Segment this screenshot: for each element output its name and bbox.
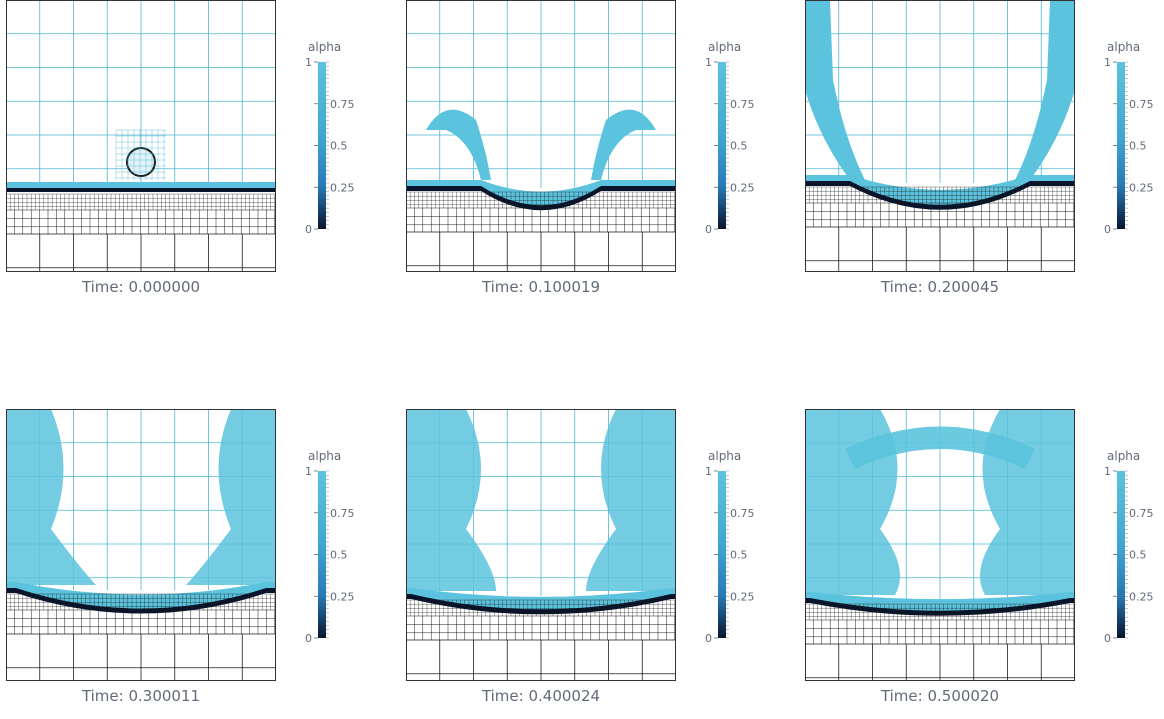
simulation-view bbox=[805, 0, 1075, 272]
colorbar-gradient bbox=[1117, 62, 1125, 229]
colorbar-tick-label: 0.75 bbox=[330, 98, 355, 111]
interface-band bbox=[6, 188, 276, 192]
colorbar-tick-label: 1 bbox=[1104, 467, 1111, 478]
simulation-view bbox=[6, 409, 276, 681]
colorbar-tick-label: 0.5 bbox=[730, 140, 748, 153]
colorbar-gradient bbox=[718, 471, 726, 638]
colorbar-title: alpha bbox=[708, 449, 741, 463]
time-label: Time: 0.500020 bbox=[805, 687, 1075, 705]
panel-3: Time: 0.300011 alpha 1 0.75 0.5 0.25 0 bbox=[0, 409, 360, 719]
colorbar-tick-label: 0 bbox=[1104, 632, 1111, 645]
panel-0: Time: 0.000000 alpha 1 0.75 0.5 0.25 0 bbox=[0, 0, 360, 310]
simulation-view bbox=[6, 0, 276, 272]
colorbar-tick-label: 0.5 bbox=[330, 140, 348, 153]
time-label: Time: 0.400024 bbox=[406, 687, 676, 705]
panel-2: Time: 0.200045 alpha 1 0.75 0.5 0.25 0 bbox=[799, 0, 1159, 310]
colorbar-tick-label: 0.75 bbox=[330, 507, 355, 520]
simulation-view bbox=[805, 409, 1075, 681]
colorbar-tick-label: 0 bbox=[705, 632, 712, 645]
colorbar-tick-label: 0.25 bbox=[730, 181, 755, 194]
colorbar-gradient bbox=[318, 62, 326, 229]
colorbar-title: alpha bbox=[1107, 449, 1140, 463]
colorbar: alpha 1 0.75 0.5 0.25 0 bbox=[1095, 449, 1155, 649]
panel-5: Time: 0.500020 alpha 1 0.75 0.5 0.25 0 bbox=[799, 409, 1159, 719]
colorbar-tick-label: 0.75 bbox=[1129, 507, 1154, 520]
colorbar-title: alpha bbox=[1107, 40, 1140, 54]
colorbar: alpha 1 0.75 0.5 0.25 0 bbox=[696, 449, 756, 649]
colorbar-gradient bbox=[1117, 471, 1125, 638]
colorbar-title: alpha bbox=[308, 40, 341, 54]
time-label: Time: 0.000000 bbox=[6, 278, 276, 296]
colorbar-tick-label: 0.25 bbox=[730, 590, 755, 603]
colorbar-tick-label: 0.25 bbox=[330, 181, 355, 194]
colorbar: alpha 1 0.75 0.5 0.25 0 bbox=[696, 40, 756, 240]
colorbar-gradient bbox=[718, 62, 726, 229]
simulation-view bbox=[406, 409, 676, 681]
panel-1: Time: 0.100019 alpha 1 0.75 0.5 0.25 0 bbox=[400, 0, 760, 310]
colorbar-tick-label: 0.25 bbox=[330, 590, 355, 603]
colorbar-tick-label: 0 bbox=[1104, 223, 1111, 236]
colorbar-tick-label: 0 bbox=[705, 223, 712, 236]
colorbar-tick-label: 0.75 bbox=[730, 507, 755, 520]
time-label: Time: 0.100019 bbox=[406, 278, 676, 296]
colorbar-tick-label: 0.5 bbox=[330, 549, 348, 562]
colorbar-tick-label: 1 bbox=[305, 467, 312, 478]
colorbar: alpha 1 0.75 0.5 0.25 0 bbox=[296, 449, 356, 649]
colorbar-tick-label: 0.5 bbox=[730, 549, 748, 562]
colorbar-tick-label: 0.5 bbox=[1129, 549, 1147, 562]
colorbar: alpha 1 0.75 0.5 0.25 0 bbox=[296, 40, 356, 240]
colorbar-title: alpha bbox=[708, 40, 741, 54]
adaptive-mesh bbox=[406, 0, 676, 272]
time-label: Time: 0.300011 bbox=[6, 687, 276, 705]
colorbar-tick-label: 0.75 bbox=[1129, 98, 1154, 111]
panel-4: Time: 0.400024 alpha 1 0.75 0.5 0.25 0 bbox=[400, 409, 760, 719]
simulation-view bbox=[406, 0, 676, 272]
colorbar-gradient bbox=[318, 471, 326, 638]
colorbar-tick-label: 1 bbox=[705, 467, 712, 478]
time-label: Time: 0.200045 bbox=[805, 278, 1075, 296]
colorbar-tick-label: 0.5 bbox=[1129, 140, 1147, 153]
colorbar-tick-label: 0.75 bbox=[730, 98, 755, 111]
colorbar-tick-label: 0.25 bbox=[1129, 590, 1154, 603]
colorbar-tick-label: 1 bbox=[305, 58, 312, 69]
colorbar-tick-label: 0.25 bbox=[1129, 181, 1154, 194]
colorbar-tick-label: 0 bbox=[305, 223, 312, 236]
colorbar-title: alpha bbox=[308, 449, 341, 463]
colorbar: alpha 1 0.75 0.5 0.25 0 bbox=[1095, 40, 1155, 240]
colorbar-tick-label: 0 bbox=[305, 632, 312, 645]
colorbar-tick-label: 1 bbox=[705, 58, 712, 69]
colorbar-tick-label: 1 bbox=[1104, 58, 1111, 69]
